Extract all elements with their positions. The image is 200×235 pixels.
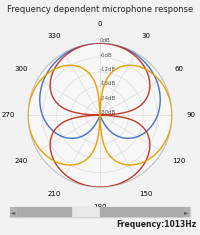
Text: ◄: ◄: [11, 210, 16, 215]
Title: Frequency dependent microphone response: Frequency dependent microphone response: [7, 5, 193, 14]
Text: Frequency:1013Hz: Frequency:1013Hz: [116, 220, 196, 229]
Bar: [183, 207, 190, 217]
Bar: [17, 207, 71, 217]
Text: ►: ►: [184, 210, 189, 215]
Bar: [10, 207, 17, 217]
Bar: [100, 207, 183, 217]
